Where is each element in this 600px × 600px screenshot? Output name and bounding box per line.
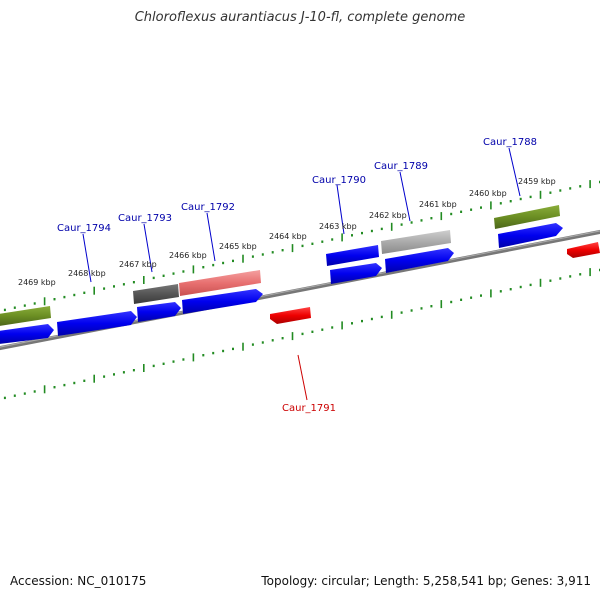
kbp-label-2460: 2460 kbp xyxy=(469,189,507,198)
gene-label-caur-1789[interactable]: Caur_1789 xyxy=(374,161,428,172)
kbp-label-2464: 2464 kbp xyxy=(269,232,307,241)
gene-label-caur-1788[interactable]: Caur_1788 xyxy=(483,137,537,148)
feature-blue-arrow-1792[interactable] xyxy=(182,289,263,314)
leader-caur-1791 xyxy=(297,354,308,401)
leader-caur-1793 xyxy=(143,223,153,273)
gene-label-caur-1792[interactable]: Caur_1792 xyxy=(181,202,235,213)
feature-gray-light[interactable] xyxy=(381,230,451,254)
feature-blue-arrow-1789[interactable] xyxy=(385,248,454,273)
feature-blue-arrow-1794[interactable] xyxy=(57,311,137,336)
outer-tick-ring xyxy=(3,180,600,312)
feature-blue-arrow-1790[interactable] xyxy=(330,263,382,284)
feature-track xyxy=(0,205,600,344)
page-title: Chloroflexus aurantiacus J-10-fl, comple… xyxy=(134,10,466,25)
feature-red-arrow-right[interactable] xyxy=(567,242,600,258)
kbp-label-2466: 2466 kbp xyxy=(169,251,207,260)
feature-green-left[interactable] xyxy=(0,306,51,326)
kbp-label-2461: 2461 kbp xyxy=(419,200,457,209)
feature-blue-arrow-a[interactable] xyxy=(0,324,54,344)
feature-pink[interactable] xyxy=(179,270,261,296)
leader-caur-1789 xyxy=(399,171,411,222)
gene-label-caur-1790[interactable]: Caur_1790 xyxy=(312,175,366,186)
feature-blue-arrow-1793[interactable] xyxy=(137,302,181,322)
leader-caur-1788 xyxy=(508,147,521,197)
kbp-label-2468: 2468 kbp xyxy=(68,269,106,278)
gene-label-caur-1793[interactable]: Caur_1793 xyxy=(118,213,172,224)
genome-summary-text: Topology: circular; Length: 5,258,541 bp… xyxy=(261,574,591,588)
gene-label-caur-1794[interactable]: Caur_1794 xyxy=(57,223,111,234)
feature-gray-dark[interactable] xyxy=(133,284,179,304)
kbp-label-2459: 2459 kbp xyxy=(518,177,556,186)
feature-red-arrow-1791[interactable] xyxy=(270,307,311,324)
feature-blue-arrow-1788[interactable] xyxy=(498,223,563,248)
genome-backbone xyxy=(0,229,600,351)
leader-caur-1794 xyxy=(82,233,92,283)
gene-leaders xyxy=(82,147,521,401)
accession-text: Accession: NC_010175 xyxy=(10,574,147,588)
gene-labels: Caur_1794 Caur_1793 Caur_1792 Caur_1790 … xyxy=(57,137,537,414)
leader-caur-1790 xyxy=(336,184,345,235)
kbp-label-2462: 2462 kbp xyxy=(369,211,407,220)
inner-tick-ring xyxy=(3,268,600,400)
kbp-label-2469: 2469 kbp xyxy=(18,278,56,287)
feature-green-right[interactable] xyxy=(494,205,560,229)
kbp-label-2465: 2465 kbp xyxy=(219,242,257,251)
kbp-label-2463: 2463 kbp xyxy=(319,222,357,231)
leader-caur-1792 xyxy=(206,212,216,262)
gene-label-caur-1791[interactable]: Caur_1791 xyxy=(282,403,336,414)
feature-blue-1790-top[interactable] xyxy=(326,245,379,266)
kbp-label-2467: 2467 kbp xyxy=(119,260,157,269)
kbp-scale-labels: 2469 kbp 2468 kbp 2467 kbp 2466 kbp 2465… xyxy=(18,177,556,287)
